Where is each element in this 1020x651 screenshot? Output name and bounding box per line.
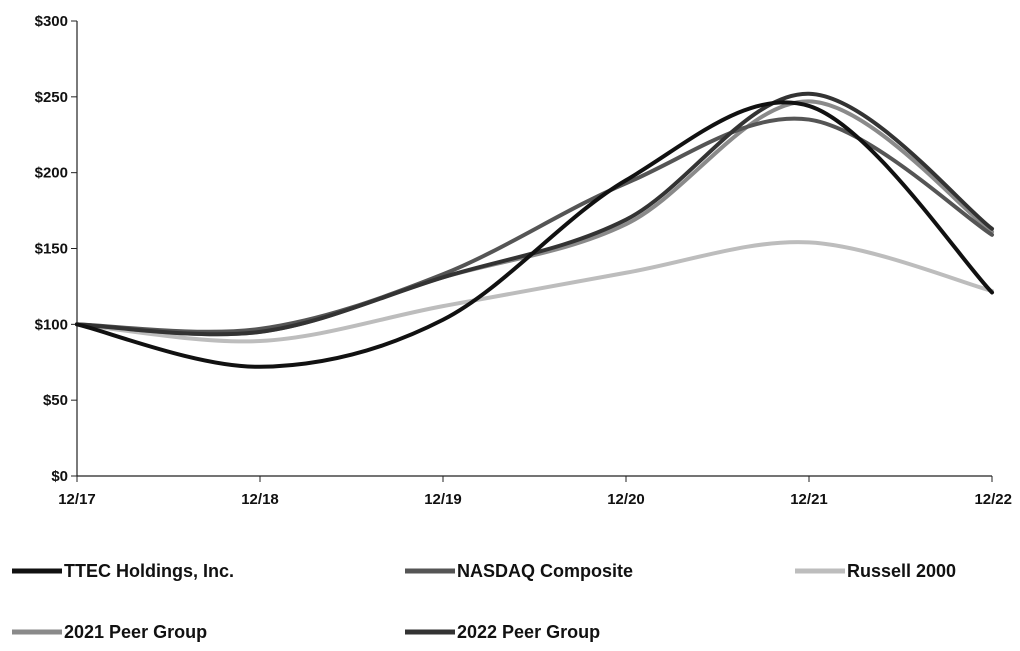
- legend-label-nasdaq-composite: NASDAQ Composite: [457, 561, 633, 581]
- x-tick-label: 12/22: [974, 491, 1012, 508]
- legend-label-2021-peer-group: 2021 Peer Group: [64, 622, 207, 642]
- x-tick-label: 12/20: [607, 491, 645, 508]
- y-tick-label: $150: [35, 241, 68, 258]
- y-tick-label: $50: [43, 392, 68, 409]
- x-tick-label: 12/19: [424, 491, 462, 508]
- y-tick-label: $250: [35, 89, 68, 106]
- x-tick-label: 12/17: [58, 491, 96, 508]
- series-line-nasdaq-composite: [75, 116, 994, 334]
- series-line-ttec-holdings-inc: [75, 100, 994, 369]
- legend-label-2022-peer-group: 2022 Peer Group: [457, 622, 600, 642]
- y-tick-label: $100: [35, 316, 68, 333]
- y-tick-label: $300: [35, 13, 68, 30]
- y-tick-label: $200: [35, 165, 68, 182]
- legend-label-ttec-holdings-inc: TTEC Holdings, Inc.: [64, 561, 234, 581]
- series-line-russell-2000: [75, 240, 994, 344]
- x-tick-label: 12/21: [790, 491, 828, 508]
- y-tick-label: $0: [51, 468, 68, 485]
- series-line-2022-peer-group: [75, 91, 994, 337]
- x-tick-label: 12/18: [241, 491, 279, 508]
- legend-label-russell-2000: Russell 2000: [847, 561, 956, 581]
